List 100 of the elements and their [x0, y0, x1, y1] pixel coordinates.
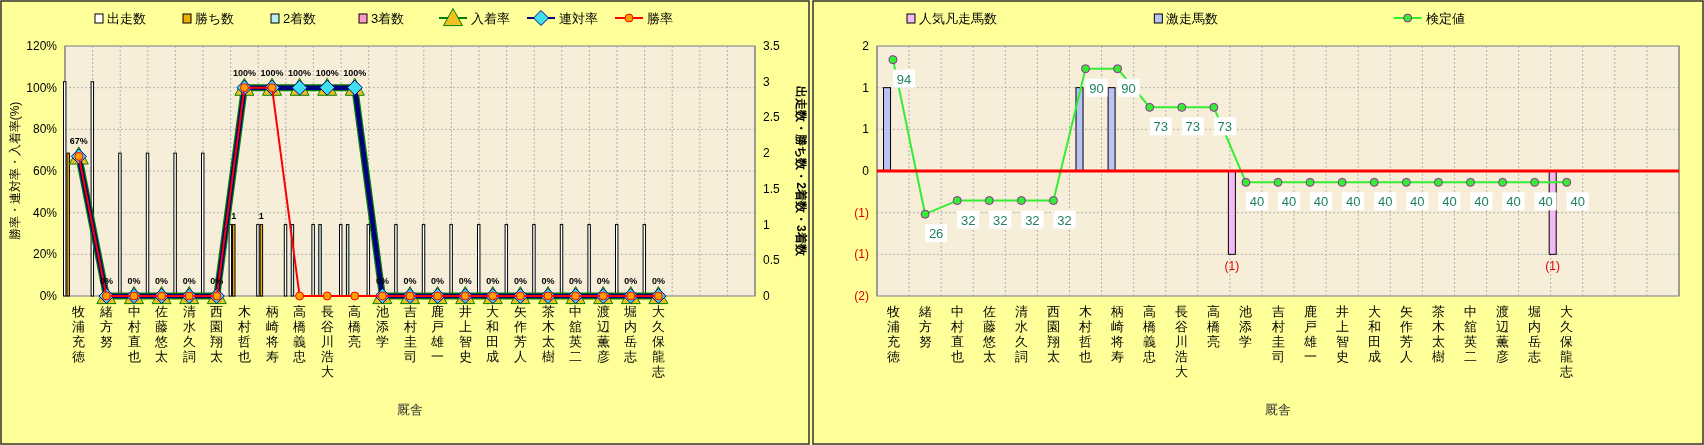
x-tick-label: 池添学 — [1239, 304, 1253, 349]
data-label: 0% — [182, 276, 196, 286]
data-label: 94 — [896, 71, 912, 87]
data-label: 73 — [1153, 119, 1168, 135]
data-label: 100% — [232, 67, 256, 78]
legend-label: 2着数 — [283, 11, 317, 26]
data-label: 32 — [1025, 212, 1040, 228]
x-tick-label: 佐藤悠太 — [981, 304, 996, 364]
y-tick-label: 2 — [862, 39, 870, 53]
y-axis-title: 勝率・連対率・入着率(%) — [8, 101, 22, 241]
y2-tick-label: 2.5 — [763, 110, 781, 125]
y2-tick-label: 0 — [763, 289, 770, 303]
x-tick-label: 池添学 — [375, 304, 389, 349]
data-label: 40 — [1249, 194, 1265, 210]
legend-label: 勝ち数 — [195, 11, 234, 26]
legend-label: 3着数 — [371, 11, 405, 26]
y-tick-label: (1) — [854, 205, 869, 220]
x-tick-label: 西園翔太 — [1046, 304, 1060, 364]
y-tick-label: 120% — [26, 39, 58, 53]
data-label: 73 — [1185, 119, 1200, 135]
data-label: 0% — [513, 276, 527, 286]
data-label: 0% — [155, 276, 169, 286]
x-tick-label: 高橋義忠 — [292, 304, 307, 364]
data-label: 40 — [1474, 194, 1489, 210]
x-tick-label: 堀内岳志 — [1527, 304, 1542, 364]
x-tick-label: 鹿戸雄一 — [1302, 304, 1317, 364]
x-tick-label: 井上智史 — [458, 304, 472, 364]
legend-label: 入着率 — [471, 11, 510, 26]
x-tick-label: 中村直也 — [126, 304, 141, 364]
x-tick-label: 木村哲也 — [236, 304, 251, 364]
data-label: 0% — [210, 276, 224, 286]
data-label: 40 — [1281, 194, 1297, 210]
x-tick-label: 大久保龍志 — [651, 304, 665, 379]
x-axis-title: 厩舎 — [1265, 402, 1291, 417]
y2-axis-title: 出走数・勝ち数・2着数・3着数 — [794, 86, 808, 257]
y2-tick-label: 1 — [763, 217, 770, 232]
data-label: 0% — [403, 276, 417, 286]
data-label: 40 — [1378, 194, 1393, 210]
data-label: 100% — [260, 67, 284, 78]
x-tick-label: 佐藤悠太 — [154, 304, 169, 364]
data-label: 100% — [288, 67, 312, 78]
y-tick-label: 0% — [39, 289, 58, 303]
data-label: 0% — [486, 276, 500, 286]
y2-tick-label: 1.5 — [763, 181, 781, 196]
data-label: 100% — [343, 67, 367, 78]
y-tick-label: 100% — [26, 80, 58, 95]
x-tick-label: 高橋亮 — [1207, 304, 1221, 349]
data-label: 90 — [1089, 80, 1104, 96]
data-label: 0% — [624, 276, 638, 286]
data-label: 0% — [99, 276, 113, 286]
x-tick-label: 中村直也 — [949, 304, 964, 364]
data-label: 67% — [69, 136, 88, 147]
x-tick-label: 矢作芳人 — [1398, 304, 1413, 364]
y-tick-label: 1 — [862, 80, 870, 95]
data-label: 0% — [431, 276, 445, 286]
x-tick-label: 吉村圭司 — [402, 304, 417, 364]
data-label: 32 — [993, 212, 1008, 228]
x-tick-label: 中舘英二 — [569, 304, 583, 364]
x-tick-label: 大和田成 — [1367, 304, 1381, 364]
data-label: 40 — [1538, 194, 1553, 210]
y-tick-label: 60% — [32, 164, 58, 178]
x-tick-label: 大久保龍志 — [1560, 304, 1574, 379]
data-label: 40 — [1313, 194, 1329, 210]
data-label: 0% — [127, 276, 141, 286]
data-label: 40 — [1345, 194, 1361, 210]
x-tick-label: 井上智史 — [1335, 304, 1349, 364]
data-label: 40 — [1442, 194, 1457, 210]
data-label: (1) — [1545, 259, 1561, 274]
x-tick-label: 中舘英二 — [1463, 304, 1477, 364]
data-label: 0% — [541, 276, 555, 286]
x-tick-label: 長谷川浩大 — [1175, 304, 1189, 379]
data-label: 0% — [651, 276, 665, 286]
legend-label: 検定値 — [1425, 11, 1465, 26]
y-tick-label: (2) — [854, 289, 869, 303]
x-tick-label: 牧浦充徳 — [886, 304, 900, 364]
x-tick-label: 長谷川浩大 — [320, 304, 334, 379]
x-tick-label: 柄崎将寿 — [264, 304, 279, 364]
y-tick-label: 1 — [862, 122, 870, 137]
legend-label: 勝率 — [647, 11, 673, 26]
data-label: 100% — [315, 67, 339, 78]
x-tick-label: 緒方努 — [917, 304, 932, 349]
x-tick-label: 吉村圭司 — [1270, 304, 1285, 364]
data-label: (1) — [1224, 259, 1240, 274]
data-label: 73 — [1217, 119, 1233, 135]
y2-tick-label: 3 — [763, 74, 770, 89]
x-tick-label: 渡辺薫彦 — [596, 304, 610, 364]
data-label: 0% — [596, 276, 610, 286]
y-tick-label: (1) — [854, 247, 869, 262]
data-label: 26 — [928, 226, 944, 242]
legend-label: 激走馬数 — [1166, 11, 1219, 26]
legend-label: 出走数 — [107, 11, 146, 26]
y-tick-label: 20% — [32, 247, 58, 262]
x-tick-label: 清水久詞 — [1014, 304, 1028, 364]
data-label: 32 — [960, 212, 976, 228]
x-tick-label: 木村哲也 — [1078, 304, 1093, 364]
x-tick-label: 大和田成 — [486, 304, 500, 364]
x-tick-label: 高橋亮 — [348, 304, 362, 349]
data-label: 0% — [375, 276, 389, 286]
y2-tick-label: 3.5 — [763, 39, 781, 53]
x-tick-label: 茶木太樹 — [1431, 304, 1445, 364]
